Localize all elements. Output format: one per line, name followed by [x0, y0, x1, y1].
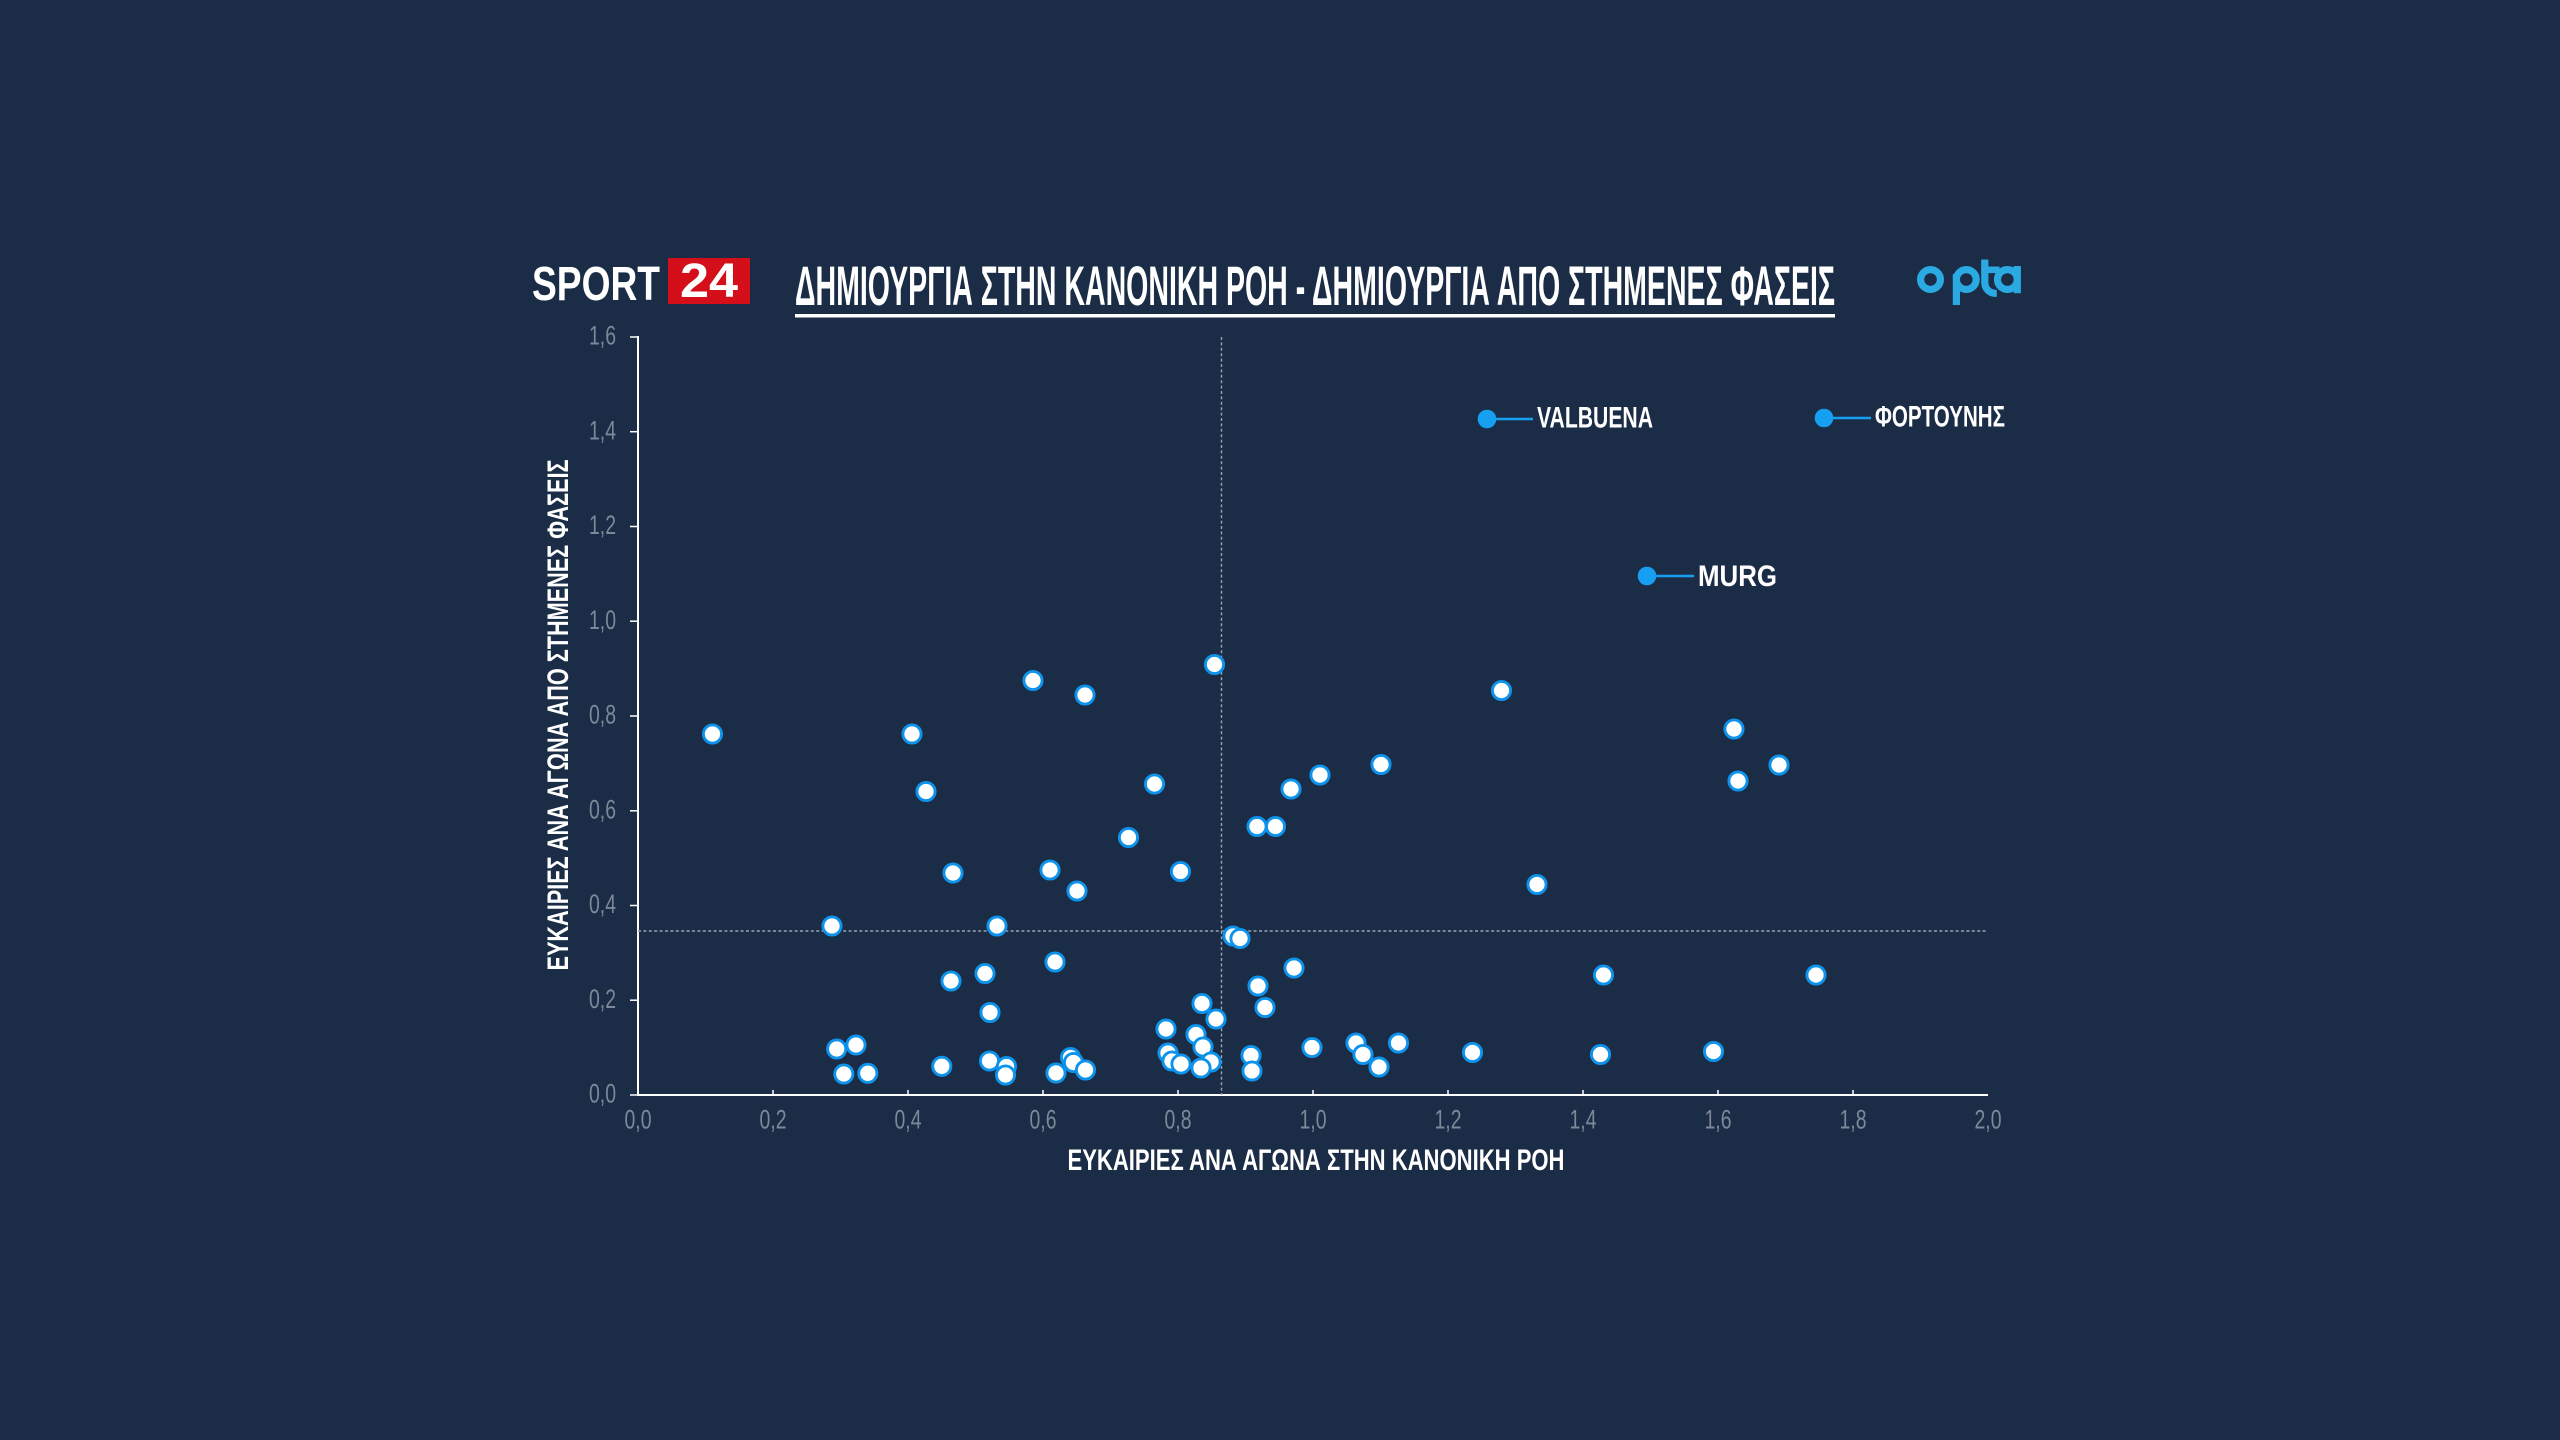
svg-text:0,4: 0,4: [589, 889, 616, 919]
svg-text:0,0: 0,0: [589, 1079, 616, 1109]
svg-text:1,4: 1,4: [1570, 1105, 1597, 1135]
svg-text:MURG: MURG: [1698, 560, 1777, 593]
svg-text:1,6: 1,6: [589, 321, 616, 351]
svg-text:ΕΥΚΑΙΡΙΕΣ ΑΝΑ ΑΓΩΝΑ ΑΠΟ ΣΤΗΜΕΝ: ΕΥΚΑΙΡΙΕΣ ΑΝΑ ΑΓΩΝΑ ΑΠΟ ΣΤΗΜΕΝΕΣ ΦΑΣΕΙΣ: [542, 460, 575, 971]
svg-text:0,6: 0,6: [1030, 1105, 1057, 1135]
svg-text:0,2: 0,2: [589, 984, 616, 1014]
svg-text:24: 24: [680, 255, 738, 308]
svg-text:1,6: 1,6: [1705, 1105, 1732, 1135]
svg-text:0,2: 0,2: [760, 1105, 787, 1135]
svg-text:ΔΗΜΙΟΥΡΓΙΑ ΣΤΗΝ ΚΑΝΟΝΙΚΗ ΡΟΗ -: ΔΗΜΙΟΥΡΓΙΑ ΣΤΗΝ ΚΑΝΟΝΙΚΗ ΡΟΗ - ΔΗΜΙΟΥΡΓΙ…: [795, 254, 1835, 317]
svg-text:1,4: 1,4: [589, 415, 616, 445]
svg-text:ΕΥΚΑΙΡΙΕΣ ΑΝΑ ΑΓΩΝΑ ΣΤΗΝ ΚΑΝΟΝ: ΕΥΚΑΙΡΙΕΣ ΑΝΑ ΑΓΩΝΑ ΣΤΗΝ ΚΑΝΟΝΙΚΗ ΡΟΗ: [1068, 1144, 1565, 1177]
svg-text:0,8: 0,8: [1165, 1105, 1192, 1135]
svg-text:SPORT: SPORT: [532, 258, 660, 311]
svg-text:0,8: 0,8: [589, 700, 616, 730]
svg-text:ΦΟΡΤΟΥΝΗΣ: ΦΟΡΤΟΥΝΗΣ: [1875, 401, 2005, 434]
svg-text:VALBUENA: VALBUENA: [1537, 402, 1653, 435]
svg-text:0,4: 0,4: [895, 1105, 922, 1135]
svg-text:1,8: 1,8: [1840, 1105, 1867, 1135]
svg-text:2,0: 2,0: [1975, 1105, 2002, 1135]
svg-text:1,2: 1,2: [589, 510, 616, 540]
svg-text:1,2: 1,2: [1435, 1105, 1462, 1135]
svg-text:0,0: 0,0: [625, 1105, 652, 1135]
svg-text:1,0: 1,0: [589, 605, 616, 635]
svg-text:1,0: 1,0: [1300, 1105, 1327, 1135]
svg-text:0,6: 0,6: [589, 795, 616, 825]
